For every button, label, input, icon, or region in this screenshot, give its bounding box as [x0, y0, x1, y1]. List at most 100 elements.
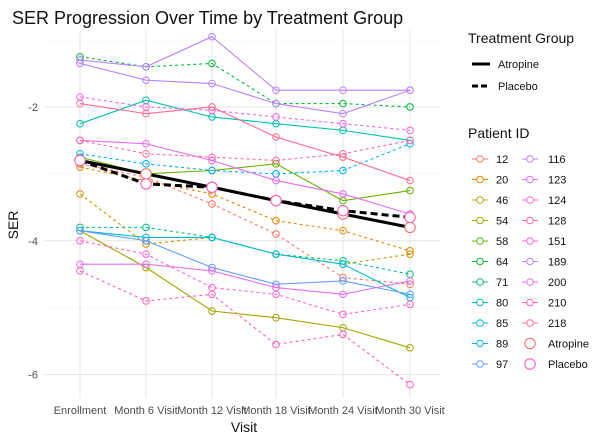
legend-title-patient-id: Patient ID	[468, 125, 529, 141]
data-point	[76, 267, 84, 275]
legend-swatch-point	[476, 175, 484, 184]
data-point	[339, 277, 347, 285]
data-point	[76, 59, 84, 68]
mean-point	[270, 194, 282, 207]
legend-label: 46	[496, 195, 508, 207]
patient-series	[76, 32, 414, 389]
data-point	[272, 133, 280, 141]
legend-swatch-point	[526, 257, 534, 266]
series-patient-89	[76, 139, 414, 178]
data-point	[272, 113, 280, 121]
mean-point	[74, 154, 86, 167]
series-patient-151	[76, 93, 414, 135]
legend-swatch-point	[476, 257, 484, 266]
data-point	[76, 56, 84, 64]
data-point	[208, 290, 216, 299]
data-point	[208, 166, 216, 175]
x-axis-title: Visit	[231, 419, 257, 435]
series-line	[79, 230, 411, 299]
series-patient-128	[76, 136, 414, 165]
data-point	[406, 126, 414, 135]
legend-swatch-point	[524, 337, 536, 350]
mean-line	[79, 159, 411, 219]
x-tick-label: Month 12 Visit	[177, 405, 247, 417]
data-point	[142, 260, 150, 268]
legend-item-124: 124	[522, 195, 566, 207]
data-point	[339, 260, 347, 268]
x-tick-label: Month 18 Visit	[241, 405, 311, 417]
legend-label: 116	[548, 154, 566, 166]
data-point	[76, 136, 84, 145]
legend-item-20: 20	[472, 175, 508, 187]
data-point	[142, 139, 150, 148]
legend-swatch-point	[476, 360, 484, 368]
mean-placebo	[74, 154, 416, 224]
data-point	[142, 76, 150, 84]
legend-label: 12	[496, 154, 508, 166]
legend-title-treatment-group: Treatment Group	[468, 30, 574, 46]
legend-item-89: 89	[472, 339, 508, 351]
data-point	[142, 109, 150, 118]
data-point	[208, 233, 216, 242]
data-point	[76, 99, 84, 108]
legend-swatch-point	[476, 278, 484, 286]
data-point	[272, 156, 280, 165]
data-point	[142, 63, 150, 71]
legend: Treatment Group Atropine Placebo Patient …	[468, 30, 589, 371]
legend-patient-keys: 12 20 46 54 58 64 71 80 85 89 97 116 123 124 128 151 189…	[472, 154, 589, 371]
series-patient-46	[76, 190, 414, 268]
legend-label: 89	[496, 339, 508, 351]
legend-swatch-point	[476, 339, 484, 348]
series-line	[79, 139, 411, 215]
data-point	[76, 236, 84, 245]
data-point	[208, 267, 216, 275]
y-tick-label: -2	[28, 102, 38, 114]
data-point	[208, 200, 216, 208]
data-point	[142, 236, 150, 245]
data-point	[142, 149, 150, 158]
series-patient-116	[76, 32, 414, 95]
data-point	[208, 307, 216, 315]
data-point	[142, 250, 150, 258]
series-patient-97	[76, 226, 414, 299]
legend-item-80: 80	[472, 298, 508, 310]
legend-swatch-point	[476, 237, 484, 245]
data-point	[339, 226, 347, 235]
legend-label: 151	[548, 236, 566, 248]
x-tick-label: Month 24 Visit	[308, 405, 378, 417]
data-point	[272, 99, 280, 108]
series-line	[79, 56, 411, 108]
series-patient-218	[76, 99, 414, 185]
data-point	[406, 247, 414, 255]
data-point	[272, 176, 280, 185]
legend-label: 218	[548, 318, 566, 330]
legend-swatch-point	[526, 298, 534, 307]
data-point	[339, 330, 347, 339]
data-point	[272, 250, 280, 258]
data-point	[406, 344, 414, 352]
legend-item-64: 64	[472, 257, 508, 269]
data-point	[406, 136, 414, 145]
series-patient-58	[76, 153, 414, 205]
data-point	[406, 290, 414, 299]
series-patient-80	[76, 96, 414, 145]
legend-label: 85	[496, 318, 508, 330]
legend-label: 20	[496, 175, 508, 187]
mean-point	[404, 211, 416, 224]
series-patient-124	[76, 236, 414, 319]
series-line	[79, 230, 411, 295]
data-point	[339, 86, 347, 95]
y-axis-title: SER	[5, 211, 21, 240]
legend-swatch-point	[476, 196, 484, 204]
series-line	[80, 226, 411, 275]
data-point	[208, 79, 216, 88]
data-point	[142, 223, 150, 232]
legend-label: 71	[496, 277, 508, 289]
legend-item-128: 128	[522, 216, 566, 228]
legend-swatch-point	[526, 216, 534, 225]
series-line	[79, 96, 411, 131]
legend-item-116: 116	[522, 154, 566, 166]
series-line	[79, 270, 411, 386]
series-line	[79, 62, 411, 115]
legend-item-58: 58	[472, 236, 508, 248]
